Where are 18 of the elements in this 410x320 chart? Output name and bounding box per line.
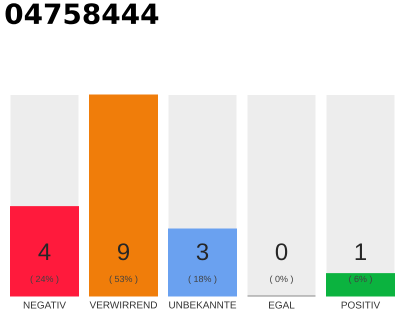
- annotation: ( 53% ): [110, 276, 138, 284]
- x-tick-label: UNBEKANNTE: [169, 302, 236, 308]
- bar: [89, 94, 158, 296]
- x-tick-label: POSITIV: [342, 302, 380, 309]
- x-tick-label: VERWIRREND: [90, 302, 157, 308]
- annotation: ( 24% ): [30, 276, 58, 284]
- x-tick-label: NEGATIV: [24, 302, 66, 309]
- x-tick-label: EGAL: [269, 302, 294, 309]
- data-label: 9: [118, 243, 130, 260]
- data-label: 3: [196, 243, 208, 260]
- bar: [326, 273, 395, 296]
- chart-title: 04758444: [6, 3, 158, 24]
- data-label: 1: [356, 244, 366, 260]
- annotation: ( 6% ): [349, 276, 372, 284]
- data-label: 4: [38, 244, 50, 260]
- annotation: ( 18% ): [188, 276, 216, 284]
- annotation: ( 0% ): [270, 276, 293, 284]
- data-label: 0: [276, 243, 288, 260]
